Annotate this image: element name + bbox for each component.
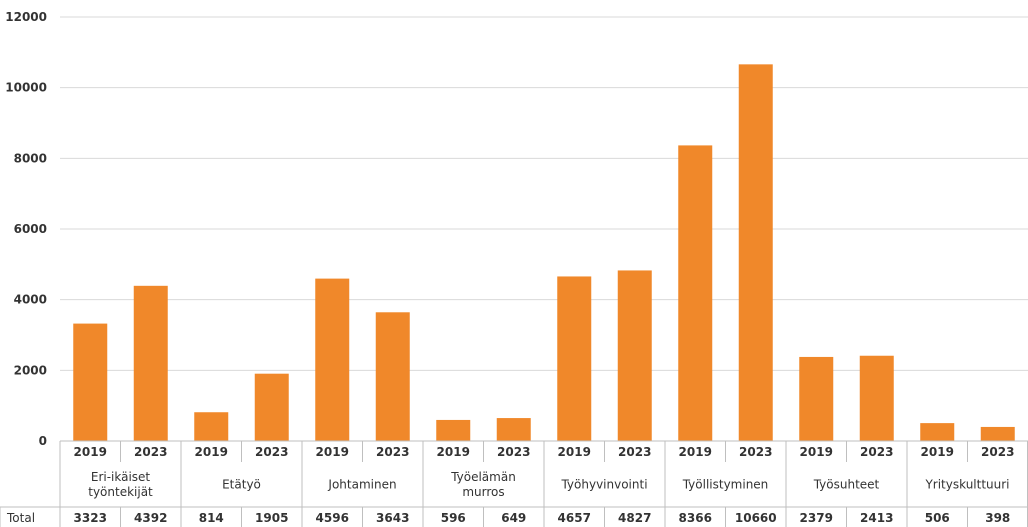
x-year-label: 2023 <box>255 445 288 459</box>
bar <box>980 426 1015 441</box>
bar <box>678 145 713 441</box>
data-table-value: 4392 <box>134 511 167 525</box>
x-year-label: 2023 <box>981 445 1014 459</box>
y-tick-label: 10000 <box>5 81 47 95</box>
x-category-label: Työhyvinvointi <box>560 478 647 492</box>
data-table-value: 4827 <box>618 511 651 525</box>
data-table-value: 2379 <box>800 511 833 525</box>
data-table-value: 8366 <box>679 511 712 525</box>
data-table-value: 4596 <box>316 511 349 525</box>
data-table-value: 3643 <box>376 511 409 525</box>
x-category-label: Työllistyminen <box>682 478 769 492</box>
bar <box>496 418 531 441</box>
data-table-value: 3323 <box>74 511 107 525</box>
y-tick-label: 2000 <box>14 363 47 377</box>
data-table-value: 1905 <box>255 511 288 525</box>
y-tick-label: 8000 <box>14 151 47 165</box>
bar <box>73 323 108 441</box>
data-table-value: 2413 <box>860 511 893 525</box>
bar <box>194 412 229 441</box>
bar <box>617 270 652 441</box>
x-category-label: Eri-ikäiset <box>91 470 151 484</box>
data-table-value: 4657 <box>558 511 591 525</box>
x-year-label: 2019 <box>195 445 228 459</box>
x-year-label: 2019 <box>679 445 712 459</box>
bar <box>375 312 410 441</box>
x-year-label: 2019 <box>437 445 470 459</box>
y-tick-label: 12000 <box>5 10 47 24</box>
table-row-label: Total <box>6 511 35 525</box>
y-tick-label: 0 <box>39 434 47 448</box>
x-year-label: 2023 <box>739 445 772 459</box>
data-table-value: 10660 <box>735 511 777 525</box>
x-year-label: 2019 <box>316 445 349 459</box>
data-table-value: 398 <box>985 511 1010 525</box>
bar <box>859 355 894 441</box>
x-category-label: Etätyö <box>222 478 261 492</box>
bar <box>315 278 350 441</box>
x-year-label: 2023 <box>376 445 409 459</box>
y-tick-label: 4000 <box>14 293 47 307</box>
x-year-label: 2019 <box>921 445 954 459</box>
data-table-value: 814 <box>199 511 224 525</box>
data-table-value: 596 <box>441 511 466 525</box>
x-category-label: Työelämän <box>450 470 516 484</box>
x-year-label: 2019 <box>800 445 833 459</box>
x-year-label: 2019 <box>558 445 591 459</box>
x-category-label: Työsuhteet <box>813 478 880 492</box>
x-category-label: murros <box>462 485 504 499</box>
x-year-label: 2023 <box>134 445 167 459</box>
bar <box>799 356 834 441</box>
bar <box>436 419 471 441</box>
bar <box>920 423 955 441</box>
x-category-label: Yrityskulttuuri <box>924 478 1009 492</box>
data-table-value: 649 <box>501 511 526 525</box>
x-category-label: työntekijät <box>88 485 153 499</box>
y-tick-label: 6000 <box>14 222 47 236</box>
bar <box>254 373 289 441</box>
x-year-label: 2023 <box>860 445 893 459</box>
x-year-label: 2023 <box>618 445 651 459</box>
bar <box>133 285 168 441</box>
bar <box>738 64 773 441</box>
x-category-label: Johtaminen <box>327 478 396 492</box>
x-year-label: 2023 <box>497 445 530 459</box>
x-year-label: 2019 <box>74 445 107 459</box>
data-table-value: 506 <box>925 511 950 525</box>
bar <box>557 276 592 441</box>
